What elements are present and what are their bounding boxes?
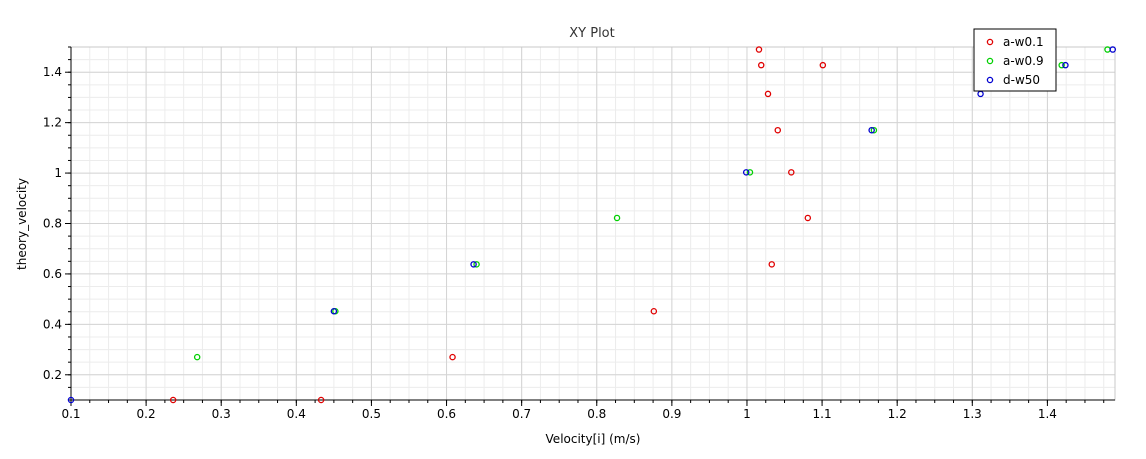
x-tick-label: 1.4 <box>1038 407 1057 421</box>
x-tick-label: 0.7 <box>512 407 531 421</box>
y-tick-label: 1 <box>54 166 62 180</box>
data-point <box>1109 46 1116 53</box>
data-point <box>819 61 827 69</box>
data-point <box>764 90 772 98</box>
data-point <box>67 396 75 404</box>
x-tick-label: 0.8 <box>587 407 606 421</box>
data-point <box>1058 61 1065 69</box>
legend-label: a-w0.9 <box>1003 54 1044 68</box>
data-point <box>193 353 201 361</box>
data-point <box>768 261 776 268</box>
legend-label: a-w0.1 <box>1003 35 1044 49</box>
legend-marker <box>986 38 994 46</box>
x-tick-label: 0.4 <box>287 407 306 421</box>
x-tick-label: 0.9 <box>662 407 681 421</box>
chart-title: XY Plot <box>569 26 614 41</box>
data-point <box>788 169 795 176</box>
y-tick-label: 0.4 <box>43 317 62 331</box>
series-d-w50 <box>67 46 1116 404</box>
x-axis-ticks: 0.1 0.2 0.3 0.4 0.5 0.6 0.7 0.8 0.9 1 1.1 1.2 1.3 1.4 <box>61 400 1105 421</box>
x-tick-label: 1.1 <box>813 407 832 421</box>
data-point <box>169 396 177 404</box>
x-tick-label: 0.5 <box>362 407 381 421</box>
legend-items: a-w0.1 a-w0.9 d-w50 <box>986 35 1044 87</box>
data-point <box>1104 46 1111 53</box>
y-tick-label: 1.4 <box>43 65 62 79</box>
grid <box>70 46 1115 401</box>
x-tick-label: 1.2 <box>888 407 907 421</box>
legend: a-w0.1 a-w0.9 d-w50 <box>973 28 1057 92</box>
data-point <box>868 126 875 134</box>
y-tick-label: 0.2 <box>43 368 62 382</box>
data-point <box>317 396 325 404</box>
y-axis-ticks: 0.2 0.4 0.6 0.8 1 1.2 1.4 <box>43 46 71 401</box>
data-point <box>746 169 754 176</box>
data-point <box>470 261 477 268</box>
data-point <box>1062 61 1069 69</box>
data-point <box>977 90 984 98</box>
x-tick-label: 0.1 <box>61 407 80 421</box>
legend-marker <box>986 57 994 65</box>
data-point <box>473 261 480 268</box>
series-a-w0.9 <box>193 46 1111 361</box>
series-a-w0.1 <box>169 46 827 404</box>
y-axis-label: theory_velocity <box>15 178 29 270</box>
data-point <box>870 126 878 134</box>
x-tick-label: 1 <box>743 407 751 421</box>
data-points <box>67 46 1116 404</box>
y-tick-label: 0.8 <box>43 217 62 231</box>
y-tick-label: 0.6 <box>43 267 62 281</box>
data-point <box>330 307 338 315</box>
x-tick-label: 1.3 <box>963 407 982 421</box>
legend-marker <box>986 76 994 84</box>
data-point <box>449 353 456 361</box>
data-point <box>755 46 763 53</box>
data-point <box>757 61 765 69</box>
legend-label: d-w50 <box>1003 73 1040 87</box>
y-tick-label: 1.2 <box>43 116 62 130</box>
x-tick-label: 0.6 <box>437 407 456 421</box>
x-tick-label: 0.3 <box>212 407 231 421</box>
x-axis-label: Velocity[i] (m/s) <box>546 432 641 446</box>
x-tick-label: 0.2 <box>137 407 156 421</box>
data-point <box>804 214 812 222</box>
data-point <box>613 214 621 222</box>
data-point <box>742 169 750 176</box>
data-point <box>650 307 658 315</box>
data-point <box>774 126 782 134</box>
